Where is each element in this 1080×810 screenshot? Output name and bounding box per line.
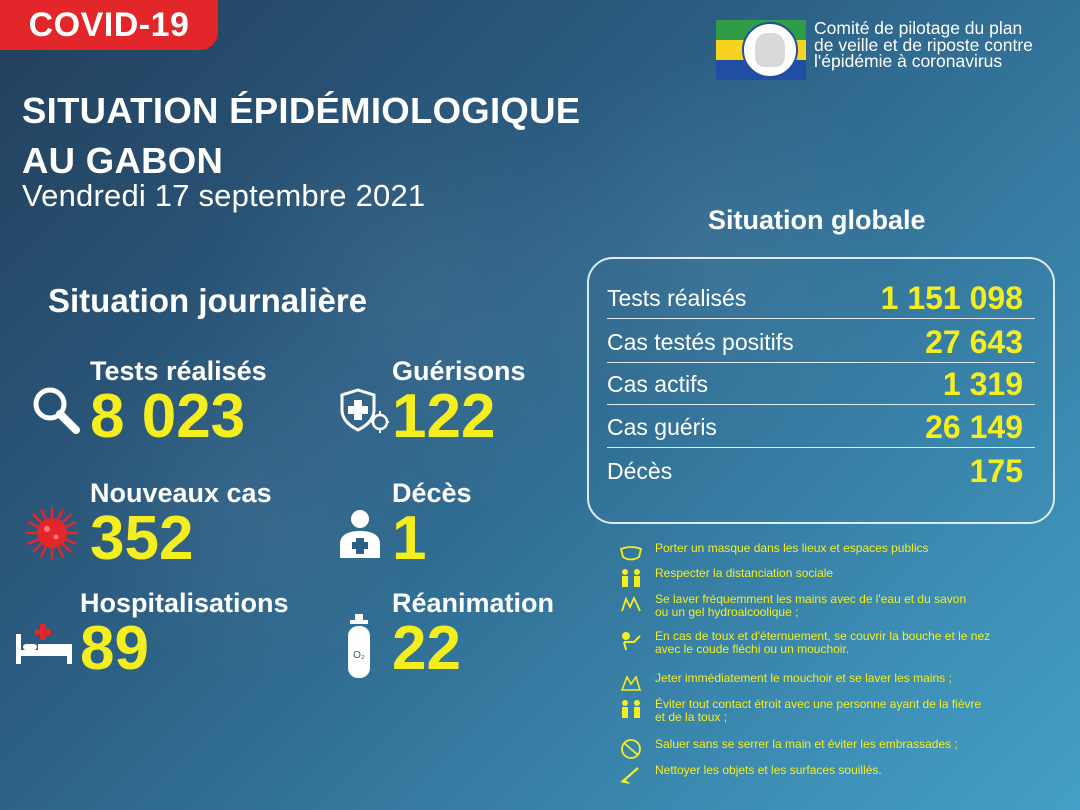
advice-text: ou un gel hydroalcoolique ; bbox=[655, 604, 799, 619]
global-row-value: 1 151 098 bbox=[880, 280, 1023, 316]
global-row: Décès 175 bbox=[607, 451, 1035, 491]
advice-text: Se laver fréquemment les mains avec de l… bbox=[655, 592, 967, 606]
person-cross-icon bbox=[340, 510, 380, 558]
global-row-label: Cas guéris bbox=[607, 414, 717, 440]
global-row-label: Cas actifs bbox=[607, 371, 708, 397]
no-handshake-icon bbox=[621, 739, 641, 759]
committee-line: de veille et de riposte contre bbox=[814, 34, 1033, 55]
advice-item: Saluer sans se serrer la main et éviter … bbox=[618, 738, 958, 760]
daily-heading: Situation journalière bbox=[48, 282, 368, 319]
title-line-2: AU GABON bbox=[22, 140, 224, 181]
page-title: SITUATION ÉPIDÉMIOLOGIQUE AU GABON bbox=[22, 86, 580, 186]
global-heading: Situation globale bbox=[708, 205, 926, 235]
advice-text: Éviter tout contact étroit avec une pers… bbox=[655, 697, 982, 711]
republic-seal-icon bbox=[742, 22, 798, 78]
stat-label: Guérisons bbox=[392, 356, 526, 386]
stat-deaths: Décès 1 bbox=[392, 478, 472, 573]
gabon-flag-seal-icon bbox=[716, 20, 806, 80]
oxygen-tank-icon: O₂ bbox=[348, 614, 370, 678]
stat-value: 89 bbox=[80, 614, 149, 683]
advice-item: Jeter immédiatement le mouchoir et se la… bbox=[618, 672, 952, 694]
shield-cross-virus-icon bbox=[340, 388, 389, 433]
hand-wash-icon bbox=[621, 595, 641, 612]
stat-label: Tests réalisés bbox=[90, 356, 267, 386]
global-row: Cas guéris 26 149 bbox=[607, 408, 1035, 448]
advice-text: Respecter la distanciation sociale bbox=[655, 566, 834, 580]
global-row: Tests réalisés 1 151 098 bbox=[607, 279, 1035, 319]
advice-item: Porter un masque dans les lieux et espac… bbox=[618, 542, 929, 564]
svg-text:O₂: O₂ bbox=[353, 650, 365, 661]
stat-label: Nouveaux cas bbox=[90, 478, 272, 508]
advice-item: Respecter la distanciation sociale bbox=[618, 567, 833, 589]
virus-icon bbox=[26, 507, 78, 559]
committee-name: Comité de pilotage du plan de veille et … bbox=[814, 20, 1074, 70]
global-row-value: 1 319 bbox=[942, 366, 1023, 402]
advice-text: Jeter immédiatement le mouchoir et se la… bbox=[655, 671, 952, 685]
global-row-value: 175 bbox=[969, 452, 1023, 489]
no-contact-icon bbox=[622, 700, 640, 718]
advice-item: Éviter tout contact étroit avec une pers… bbox=[618, 698, 981, 723]
committee-line: Comité de pilotage du plan bbox=[814, 18, 1023, 38]
global-stats-box: Tests réalisés 1 151 098 Cas testés posi… bbox=[587, 257, 1055, 524]
global-row-value: 26 149 bbox=[925, 409, 1023, 445]
mask-icon bbox=[619, 546, 643, 561]
advice-text: Nettoyer les objets et les surfaces soui… bbox=[655, 763, 882, 777]
advice-text: Saluer sans se serrer la main et éviter … bbox=[655, 737, 958, 751]
stat-icu: Réanimation 22 bbox=[392, 588, 555, 683]
report-date: Vendredi 17 septembre 2021 bbox=[22, 178, 426, 213]
advice-item: Se laver fréquemment les mains avec de l… bbox=[618, 593, 966, 618]
stat-recoveries: Guérisons 122 bbox=[392, 356, 526, 451]
distancing-icon bbox=[622, 569, 640, 587]
stat-value: 122 bbox=[392, 382, 496, 451]
title-line-1: SITUATION ÉPIDÉMIOLOGIQUE bbox=[22, 90, 581, 131]
hospital-bed-icon bbox=[16, 624, 72, 664]
global-row-label: Décès bbox=[607, 457, 673, 484]
global-row-label: Cas testés positifs bbox=[607, 329, 794, 355]
stat-tests: Tests réalisés 8 023 bbox=[90, 356, 267, 451]
advice-text: et de la toux ; bbox=[655, 709, 728, 724]
covid-badge: COVID-19 bbox=[0, 0, 218, 50]
stat-value: 1 bbox=[392, 504, 427, 573]
committee-logo-block: Comité de pilotage du plan de veille et … bbox=[716, 20, 1074, 80]
global-row: Cas testés positifs 27 643 bbox=[607, 323, 1035, 363]
stat-hospitalisations: Hospitalisations 89 bbox=[80, 588, 289, 683]
advice-text: Porter un masque dans les lieux et espac… bbox=[655, 541, 929, 555]
advice-text: avec le coude fléchi ou un mouchoir. bbox=[655, 641, 850, 656]
global-row-value: 27 643 bbox=[925, 324, 1023, 360]
badge-label: COVID-19 bbox=[28, 5, 190, 44]
tissue-icon bbox=[620, 675, 642, 691]
cough-elbow-icon bbox=[622, 632, 641, 651]
advice-text: En cas de toux et d'éternuement, se couv… bbox=[655, 629, 991, 643]
advice-item: Nettoyer les objets et les surfaces soui… bbox=[618, 764, 882, 786]
advice-item: En cas de toux et d'éternuement, se couv… bbox=[618, 630, 990, 655]
stat-value: 352 bbox=[90, 504, 194, 573]
stat-value: 22 bbox=[392, 614, 461, 683]
global-row: Cas actifs 1 319 bbox=[607, 365, 1035, 405]
stat-label: Hospitalisations bbox=[80, 588, 289, 618]
stat-label: Décès bbox=[392, 478, 472, 508]
global-row-label: Tests réalisés bbox=[607, 285, 747, 311]
committee-line: l'épidémie à coronavirus bbox=[814, 51, 1003, 71]
stat-label: Réanimation bbox=[392, 588, 555, 618]
cleaning-icon bbox=[620, 767, 639, 784]
magnifier-icon bbox=[33, 387, 80, 434]
stat-value: 8 023 bbox=[90, 382, 246, 451]
stat-new-cases: Nouveaux cas 352 bbox=[90, 478, 272, 573]
